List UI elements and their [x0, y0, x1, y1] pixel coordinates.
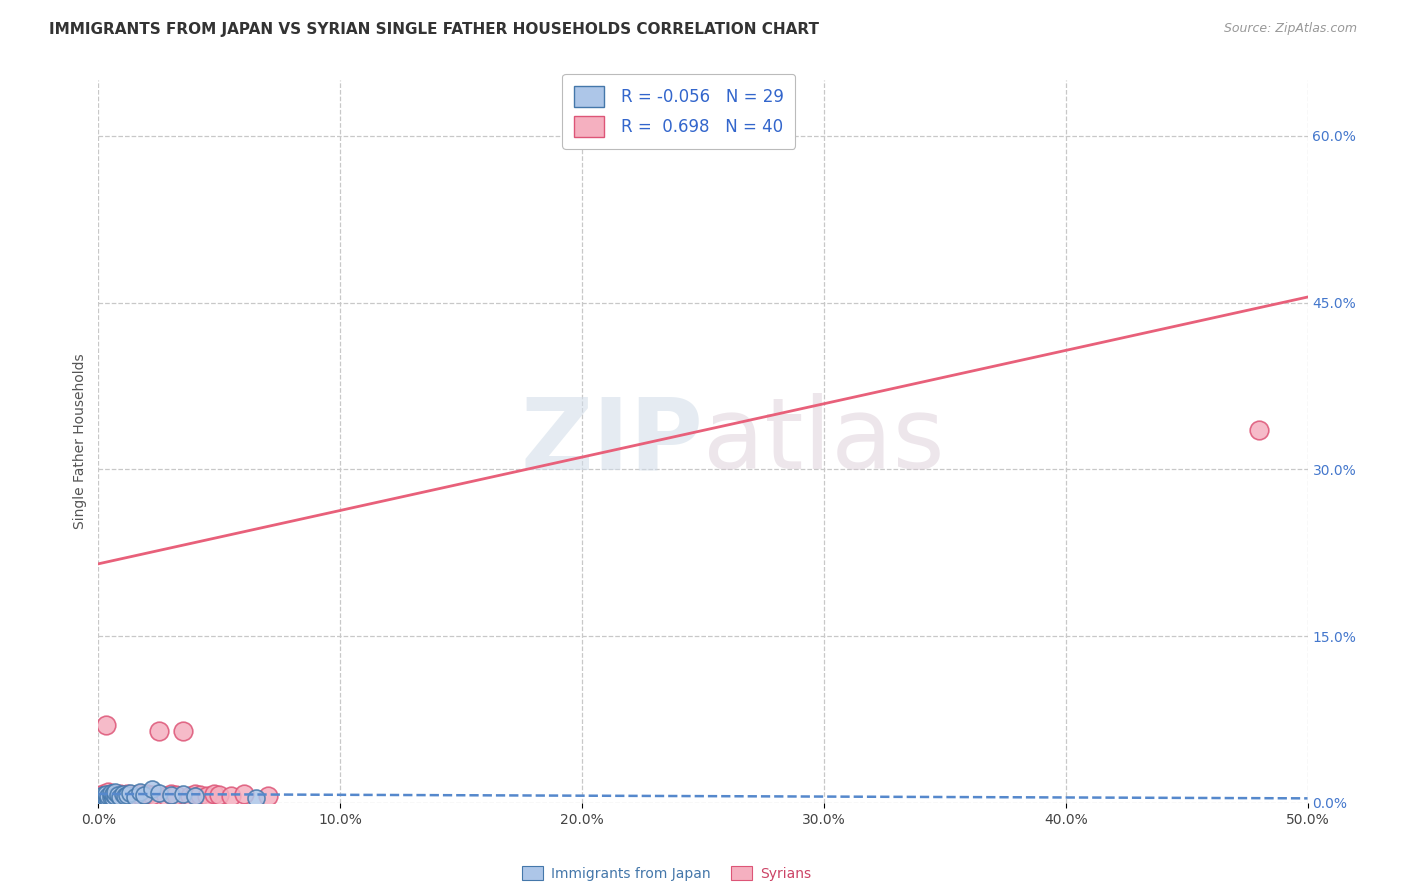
- Point: [97, 789, 120, 804]
- Point: [111, 788, 134, 802]
- Point: [100, 787, 122, 801]
- Point: [91, 791, 114, 805]
- Point: [245, 791, 267, 805]
- Point: [91, 787, 114, 801]
- Point: [94, 718, 117, 732]
- Point: [179, 789, 201, 804]
- Point: [94, 787, 117, 801]
- Point: [124, 788, 146, 802]
- Point: [121, 789, 143, 804]
- Point: [117, 788, 139, 802]
- Point: [204, 787, 226, 801]
- Point: [155, 789, 177, 804]
- Point: [114, 789, 136, 804]
- Point: [184, 787, 207, 801]
- Point: [188, 788, 211, 802]
- Point: [107, 790, 129, 805]
- Point: [148, 786, 170, 800]
- Point: [148, 723, 170, 738]
- Point: [131, 790, 153, 805]
- Point: [128, 787, 150, 801]
- Text: Source: ZipAtlas.com: Source: ZipAtlas.com: [1223, 22, 1357, 36]
- Point: [101, 787, 124, 801]
- Point: [90, 789, 112, 804]
- Point: [97, 792, 120, 806]
- Point: [100, 790, 122, 805]
- Point: [141, 782, 163, 797]
- Point: [104, 785, 127, 799]
- Point: [101, 791, 124, 805]
- Point: [165, 788, 187, 802]
- Point: [91, 792, 114, 806]
- Point: [141, 788, 163, 802]
- Point: [108, 790, 131, 805]
- Point: [208, 788, 231, 802]
- Point: [134, 788, 156, 802]
- Point: [104, 789, 127, 804]
- Y-axis label: Single Father Households: Single Father Households: [73, 354, 87, 529]
- Point: [104, 789, 127, 804]
- Point: [101, 791, 124, 805]
- Text: atlas: atlas: [703, 393, 945, 490]
- Point: [94, 791, 117, 805]
- Point: [90, 790, 112, 805]
- Point: [124, 790, 146, 805]
- Point: [97, 785, 120, 799]
- Point: [91, 788, 114, 802]
- Point: [232, 787, 254, 801]
- Point: [114, 789, 136, 804]
- Point: [97, 789, 120, 804]
- Point: [117, 787, 139, 801]
- Point: [100, 790, 122, 805]
- Point: [184, 789, 207, 804]
- Point: [101, 788, 124, 802]
- Point: [128, 785, 150, 799]
- Point: [94, 790, 117, 805]
- Point: [221, 789, 243, 804]
- Point: [256, 789, 278, 804]
- Point: [100, 786, 122, 800]
- Point: [195, 789, 218, 804]
- Point: [172, 723, 194, 738]
- Text: IMMIGRANTS FROM JAPAN VS SYRIAN SINGLE FATHER HOUSEHOLDS CORRELATION CHART: IMMIGRANTS FROM JAPAN VS SYRIAN SINGLE F…: [49, 22, 820, 37]
- Legend: Immigrants from Japan, Syrians: Immigrants from Japan, Syrians: [516, 860, 817, 887]
- Point: [90, 794, 112, 808]
- Point: [160, 788, 183, 802]
- Point: [135, 787, 157, 801]
- Point: [1249, 424, 1271, 438]
- Point: [111, 787, 134, 801]
- Point: [160, 787, 183, 801]
- Point: [90, 792, 112, 806]
- Point: [108, 787, 131, 801]
- Point: [118, 786, 141, 800]
- Point: [172, 787, 194, 801]
- Point: [107, 788, 129, 802]
- Text: ZIP: ZIP: [520, 393, 703, 490]
